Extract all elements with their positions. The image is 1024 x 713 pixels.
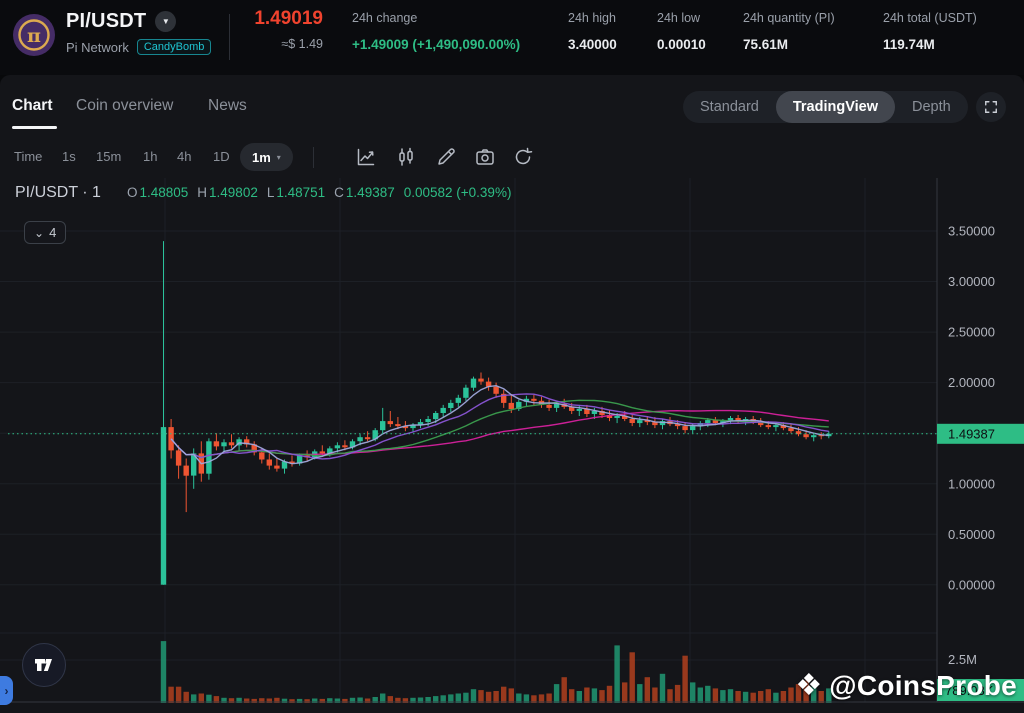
screenshot-button[interactable] — [474, 146, 496, 168]
svg-text:1.49387: 1.49387 — [948, 426, 995, 441]
svg-text:3.00000: 3.00000 — [948, 274, 995, 289]
chevron-right-icon: › — [4, 683, 9, 698]
tab-news[interactable]: News — [208, 97, 247, 114]
svg-text:2.00000: 2.00000 — [948, 375, 995, 390]
camera-icon — [476, 149, 494, 165]
reset-chart-button[interactable] — [512, 146, 534, 168]
svg-text:789.03K: 789.03K — [945, 683, 994, 698]
high-value: 1.49802 — [209, 185, 258, 200]
line-chart-icon — [357, 148, 375, 166]
chart-panel: Chart Coin overview News Standard Tradin… — [0, 75, 1024, 713]
open-value: 1.48805 — [139, 185, 189, 200]
interval-1h[interactable]: 1h — [143, 149, 158, 164]
svg-text:3.50000: 3.50000 — [948, 224, 995, 239]
indicator-count: 4 — [49, 225, 57, 240]
candlestick-icon — [399, 147, 413, 166]
refresh-icon — [515, 147, 533, 165]
low-value: 1.48751 — [276, 185, 326, 200]
view-mode-depth[interactable]: Depth — [912, 99, 951, 115]
symbol-header: π PI/USDT ▼ Pi Network CandyBomb 1.49019… — [0, 0, 1024, 75]
stat-24h-high: 24h high 3.40000 — [568, 10, 617, 53]
stat-24h-quantity: 24h quantity (PI) 75.61M — [743, 10, 835, 53]
chart-legend: PI/USDT · 1 O 1.48805 H 1.49802 L 1.4875… — [15, 184, 511, 202]
view-mode-switch: Standard TradingView Depth — [683, 91, 968, 123]
stat-label: 24h high — [568, 11, 616, 25]
interval-1s[interactable]: 1s — [62, 149, 76, 164]
tab-coin-overview[interactable]: Coin overview — [76, 97, 174, 114]
interval-4h[interactable]: 4h — [177, 149, 192, 164]
svg-text:2.50000: 2.50000 — [948, 325, 995, 340]
draw-tool-button[interactable] — [435, 146, 457, 168]
interval-selector[interactable]: 1m ▾ — [240, 143, 293, 171]
header-divider — [229, 14, 230, 60]
stat-label: 24h low — [657, 11, 701, 25]
stat-value: 75.61M — [743, 37, 789, 52]
side-panel-toggle[interactable]: › — [0, 676, 13, 705]
high-label: H — [197, 185, 208, 200]
active-tab-underline — [12, 126, 57, 129]
candybomb-badge[interactable]: CandyBomb — [136, 39, 212, 55]
view-mode-standard[interactable]: Standard — [700, 99, 759, 115]
fullscreen-button[interactable] — [976, 92, 1006, 122]
indicators-collapse-button[interactable]: ⌄ 4 — [24, 221, 67, 244]
stat-value: +1.49009 (+1,490,090.00%) — [352, 37, 521, 52]
close-label: C — [334, 185, 344, 200]
legend-symbol[interactable]: PI/USDT · 1 — [15, 184, 101, 201]
stat-value: 119.74M — [883, 37, 935, 52]
stat-24h-total: 24h total (USDT) 119.74M — [883, 10, 977, 53]
pi-coin-logo: π — [13, 14, 55, 56]
stat-24h-low: 24h low 0.00010 — [657, 10, 706, 53]
svg-text:1.00000: 1.00000 — [948, 476, 995, 491]
pair-dropdown-icon[interactable]: ▼ — [155, 11, 177, 32]
view-mode-tradingview[interactable]: TradingView — [775, 91, 896, 123]
pencil-icon — [438, 148, 455, 165]
stat-label: 24h quantity (PI) — [743, 11, 835, 25]
stat-label: 24h change — [352, 11, 418, 25]
stat-label: 24h total (USDT) — [883, 11, 977, 25]
selected-interval: 1m — [252, 149, 271, 165]
candlestick-tool-button[interactable] — [395, 146, 417, 168]
tradingview-logo[interactable] — [22, 643, 66, 687]
close-value: 1.49387 — [345, 185, 395, 200]
stat-value: 3.40000 — [568, 37, 617, 52]
interval-time-label: Time — [14, 149, 43, 164]
stat-value: 0.00010 — [657, 37, 706, 52]
toolbar-divider — [313, 147, 314, 168]
svg-text:π: π — [27, 25, 41, 47]
interval-1d[interactable]: 1D — [213, 149, 230, 164]
pair-title: PI/USDT — [66, 10, 147, 32]
line-chart-tool-button[interactable] — [355, 146, 377, 168]
last-price: 1.49019 — [254, 8, 323, 29]
change-value: 0.00582 (+0.39%) — [403, 185, 512, 200]
svg-text:0.50000: 0.50000 — [948, 527, 995, 542]
tradingview-icon — [35, 659, 52, 671]
low-label: L — [266, 185, 275, 200]
expand-icon — [985, 101, 997, 113]
svg-text:0.00000: 0.00000 — [948, 577, 995, 592]
open-label: O — [126, 185, 138, 200]
interval-15m[interactable]: 15m — [96, 149, 122, 164]
chevron-down-icon: ▾ — [276, 152, 281, 162]
chevron-down-icon: ⌄ — [34, 225, 45, 240]
price-block: 1.49019 ≈$ 1.49 — [245, 7, 323, 51]
svg-text:2.5M: 2.5M — [948, 652, 977, 667]
tab-chart[interactable]: Chart — [12, 97, 53, 114]
usd-price: ≈$ 1.49 — [281, 37, 323, 51]
stat-24h-change: 24h change +1.49009 (+1,490,090.00%) — [352, 10, 520, 53]
price-chart[interactable]: 3.50000 3.00000 2.50000 2.00000 1.00000 0.500… — [0, 178, 1024, 713]
network-name: Pi Network — [66, 39, 129, 55]
